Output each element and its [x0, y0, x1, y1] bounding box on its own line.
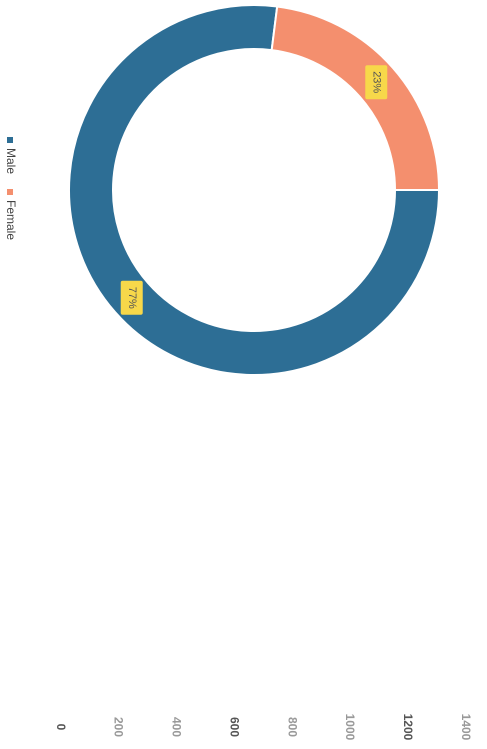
donut-slice [270, 5, 441, 191]
legend-swatch [7, 189, 13, 195]
axis-tick-label: 1400 [459, 714, 473, 741]
axis-tick-label: 1000 [343, 714, 357, 741]
data-label-box [120, 280, 143, 315]
legend-swatch [7, 137, 13, 143]
data-label-box [365, 65, 388, 100]
legend-label: Male [4, 148, 18, 174]
axis-tick-label: 200 [112, 717, 126, 737]
data-label: 23% [370, 71, 382, 93]
data-label: 77% [126, 287, 138, 309]
donut-slice [68, 4, 441, 376]
axis-tick-label: 400 [170, 717, 184, 737]
legend-label: Female [4, 200, 18, 240]
axis-tick-label: 0 [54, 724, 68, 731]
axis-tick-label: 800 [285, 717, 299, 737]
axis-tick-label: 1200 [401, 714, 415, 741]
axis-tick-label: 600 [227, 717, 241, 737]
